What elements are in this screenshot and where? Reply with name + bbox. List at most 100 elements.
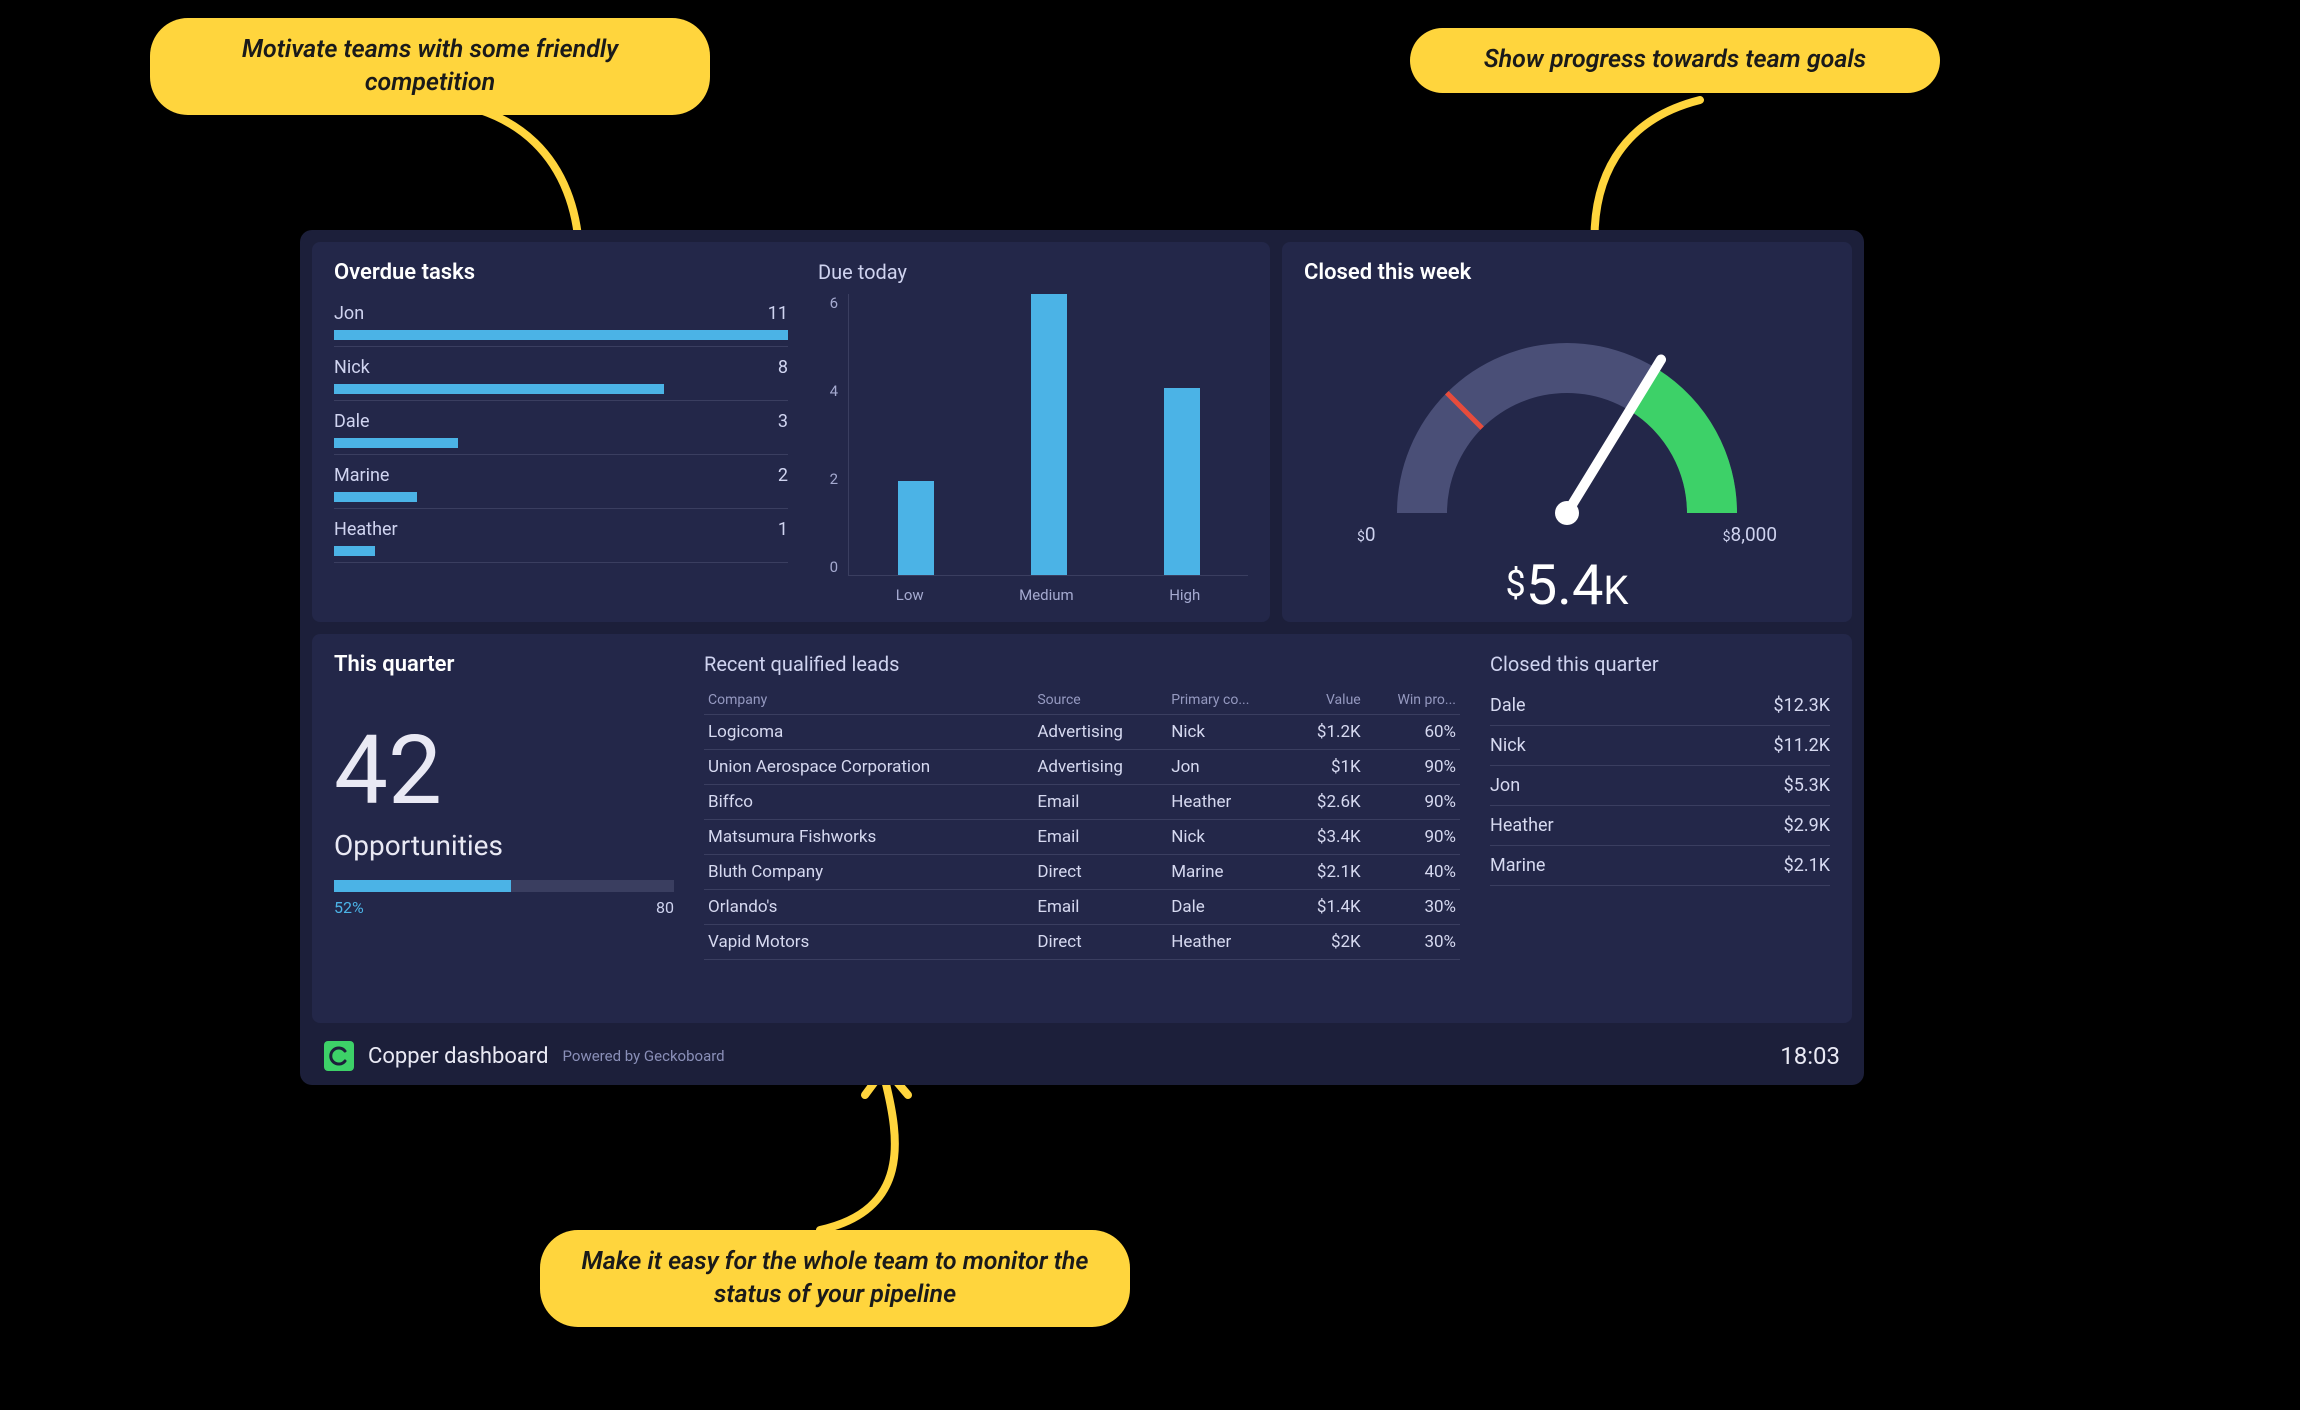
opportunities-progress-labels: 52% 80 [334, 898, 674, 917]
due-today-xlabel: Low [896, 586, 924, 604]
overdue-hbar-section: Overdue tasks Jon11Nick8Dale3Marine2Heat… [334, 260, 788, 604]
table-cell: $3.4K [1291, 820, 1365, 855]
due-today-yaxis: 6420 [818, 294, 838, 576]
table-row: Vapid MotorsDirectHeather$2K30% [704, 925, 1460, 960]
quarter-title: This quarter [334, 652, 674, 677]
quarter-panel: This quarter 42 Opportunities 52% 80 Rec… [312, 634, 1852, 1023]
table-cell: 90% [1365, 820, 1460, 855]
gauge-value: $5.4K [1505, 552, 1628, 618]
closed-value: $11.2K [1773, 735, 1830, 756]
table-cell: Dale [1167, 890, 1290, 925]
opportunities-target: 80 [656, 898, 674, 917]
closed-name: Heather [1490, 815, 1554, 836]
closed-row: Heather $2.9K [1490, 806, 1830, 846]
overdue-title: Overdue tasks [334, 260, 788, 285]
footer-subtitle: Powered by Geckoboard [563, 1047, 725, 1065]
gauge-max-label: $8,000 [1723, 523, 1777, 546]
gauge-value-number: 5.4 [1526, 552, 1604, 618]
leads-col-header: Company [704, 686, 1033, 715]
leads-table: CompanySourcePrimary co...ValueWin pro..… [704, 686, 1460, 960]
row-1: Overdue tasks Jon11Nick8Dale3Marine2Heat… [312, 242, 1852, 622]
callout-pipeline: Make it easy for the whole team to monit… [540, 1230, 1130, 1327]
closed-row: Dale$12.3K [1490, 686, 1830, 726]
table-cell: 30% [1365, 890, 1460, 925]
table-cell: Advertising [1033, 715, 1167, 750]
closed-row: Nick$11.2K [1490, 726, 1830, 766]
closed-quarter-list: Dale$12.3KNick$11.2K Jon $5.3K Heather $2.9K… [1490, 686, 1830, 886]
table-cell: 90% [1365, 785, 1460, 820]
overdue-value: 8 [778, 357, 788, 378]
table-cell: $1.4K [1291, 890, 1365, 925]
due-today-xlabels: Low Medium High [848, 586, 1248, 604]
row-2: This quarter 42 Opportunities 52% 80 Rec… [312, 634, 1852, 1023]
closed-value: $2.9K [1784, 815, 1830, 836]
leads-col-header: Value [1291, 686, 1365, 715]
quarter-closed: Closed this quarter Dale$12.3KNick$11.2K… [1490, 652, 1830, 1005]
due-today-bar [1164, 388, 1200, 575]
overdue-row: Marine 2 [334, 465, 788, 509]
opportunities-value: 42 [334, 723, 674, 819]
due-today-bar [1031, 294, 1067, 575]
overdue-hbar-list: Jon11Nick8Dale3Marine2Heather1 [334, 303, 788, 563]
overdue-value: 1 [778, 519, 788, 540]
due-today-xlabel: High [1169, 586, 1200, 604]
closed-row: Marine$2.1K [1490, 846, 1830, 886]
table-cell: Advertising [1033, 750, 1167, 785]
closed-name: Jon [1490, 775, 1520, 796]
gauge-value-suffix: K [1603, 567, 1628, 614]
dashboard-footer: Copper dashboard Powered by Geckoboard 1… [312, 1035, 1852, 1073]
due-today-bar [898, 481, 934, 575]
gauge-chart [1347, 303, 1787, 533]
overdue-name: Marine [334, 465, 389, 486]
table-cell: Union Aerospace Corporation [704, 750, 1033, 785]
table-cell: Marine [1167, 855, 1290, 890]
overdue-name: Dale [334, 411, 370, 432]
overdue-name: Nick [334, 357, 370, 378]
table-cell: Jon [1167, 750, 1290, 785]
table-cell: $2.1K [1291, 855, 1365, 890]
closed-name: Marine [1490, 855, 1545, 876]
closed-value: $5.3K [1784, 775, 1830, 796]
table-row: BiffcoEmailHeather$2.6K90% [704, 785, 1460, 820]
table-cell: Direct [1033, 855, 1167, 890]
closed-value: $12.3K [1773, 695, 1830, 716]
table-cell: $2.6K [1291, 785, 1365, 820]
overdue-value: 2 [778, 465, 788, 486]
leads-title: Recent qualified leads [704, 652, 1460, 676]
due-today-plot [848, 294, 1248, 576]
leads-col-header: Primary co... [1167, 686, 1290, 715]
due-today-title: Due today [818, 260, 1248, 284]
table-cell: Heather [1167, 785, 1290, 820]
quarter-leads: Recent qualified leads CompanySourcePrim… [704, 652, 1460, 1005]
gauge-value-prefix: $ [1505, 563, 1525, 605]
footer-time: 18:03 [1780, 1042, 1840, 1070]
due-today-xlabel: Medium [1019, 586, 1074, 604]
callout-progress: Show progress towards team goals [1410, 28, 1940, 93]
table-cell: $1.2K [1291, 715, 1365, 750]
gauge-wrap: $0 $8,000 $5.4K [1304, 303, 1830, 618]
table-cell: Orlando's [704, 890, 1033, 925]
opportunities-progress-track [334, 880, 674, 892]
table-cell: Matsumura Fishworks [704, 820, 1033, 855]
table-cell: $2K [1291, 925, 1365, 960]
gauge-range-labels: $0 $8,000 [1357, 523, 1777, 546]
table-cell: Nick [1167, 820, 1290, 855]
table-row: Union Aerospace CorporationAdvertisingJo… [704, 750, 1460, 785]
overdue-value: 11 [768, 303, 788, 324]
overdue-row: Jon11 [334, 303, 788, 347]
table-row: Bluth CompanyDirectMarine$2.1K40% [704, 855, 1460, 890]
table-cell: 40% [1365, 855, 1460, 890]
table-cell: 90% [1365, 750, 1460, 785]
table-cell: Vapid Motors [704, 925, 1033, 960]
opportunities-label: Opportunities [334, 829, 674, 862]
opportunities-pct: 52% [334, 898, 364, 917]
table-cell: Heather [1167, 925, 1290, 960]
overdue-tasks-panel: Overdue tasks Jon11Nick8Dale3Marine2Heat… [312, 242, 1270, 622]
table-cell: $1K [1291, 750, 1365, 785]
closed-row: Jon $5.3K [1490, 766, 1830, 806]
table-cell: Email [1033, 820, 1167, 855]
leads-col-header: Source [1033, 686, 1167, 715]
footer-title: Copper dashboard [368, 1044, 549, 1069]
gauge-min-label: $0 [1357, 523, 1376, 546]
overdue-value: 3 [778, 411, 788, 432]
